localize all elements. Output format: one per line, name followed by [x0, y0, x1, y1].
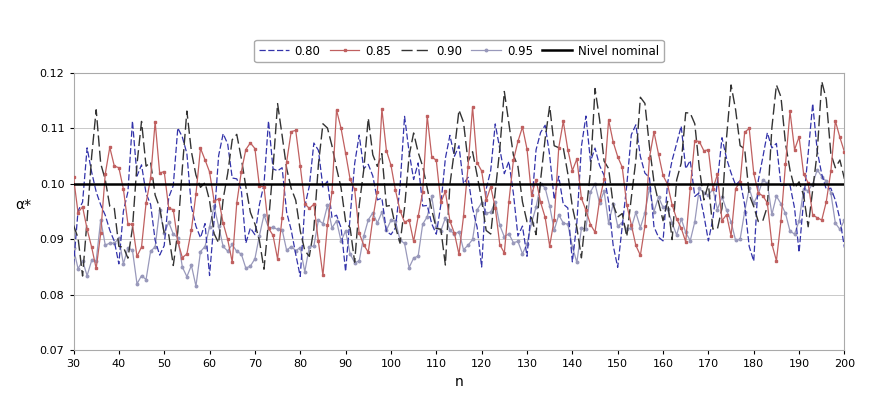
0.95 — [612, 224, 622, 229]
0.80 — [209, 218, 219, 223]
0.85 — [467, 105, 477, 109]
0.80 — [295, 274, 305, 279]
0.95 — [761, 181, 772, 186]
0.80 — [612, 265, 622, 270]
0.95 — [725, 219, 735, 224]
0.85 — [317, 273, 328, 278]
0.85 — [730, 186, 740, 191]
0.80 — [526, 204, 536, 209]
X-axis label: n: n — [454, 375, 463, 389]
Y-axis label: α*: α* — [15, 198, 31, 212]
0.80 — [725, 170, 735, 175]
0.90 — [725, 82, 735, 87]
Line: 0.95: 0.95 — [72, 168, 845, 287]
0.90 — [816, 79, 826, 84]
0.90 — [526, 215, 536, 220]
Line: 0.80: 0.80 — [73, 104, 844, 276]
0.80 — [839, 245, 849, 250]
0.85 — [209, 199, 219, 204]
0.90 — [612, 215, 622, 219]
0.95 — [526, 221, 536, 225]
0.95 — [68, 246, 78, 251]
0.90 — [839, 177, 849, 181]
0.95 — [190, 284, 201, 288]
0.90 — [761, 204, 772, 209]
0.85 — [68, 175, 78, 180]
0.85 — [839, 149, 849, 154]
0.80 — [761, 130, 772, 135]
0.95 — [811, 167, 821, 172]
Line: 0.85: 0.85 — [72, 106, 845, 277]
0.90 — [553, 145, 563, 150]
0.95 — [839, 218, 849, 223]
0.95 — [213, 224, 223, 229]
0.90 — [68, 223, 78, 228]
0.85 — [616, 165, 627, 170]
Line: 0.90: 0.90 — [73, 81, 844, 276]
0.80 — [806, 101, 817, 106]
0.90 — [213, 241, 223, 246]
0.85 — [530, 177, 541, 182]
0.95 — [553, 213, 563, 217]
0.85 — [766, 242, 776, 246]
0.80 — [68, 263, 78, 268]
0.90 — [77, 274, 88, 278]
0.80 — [553, 174, 563, 179]
Legend: 0.80, 0.85, 0.90, 0.95, Nivel nominal: 0.80, 0.85, 0.90, 0.95, Nivel nominal — [254, 40, 663, 62]
0.85 — [557, 119, 567, 124]
